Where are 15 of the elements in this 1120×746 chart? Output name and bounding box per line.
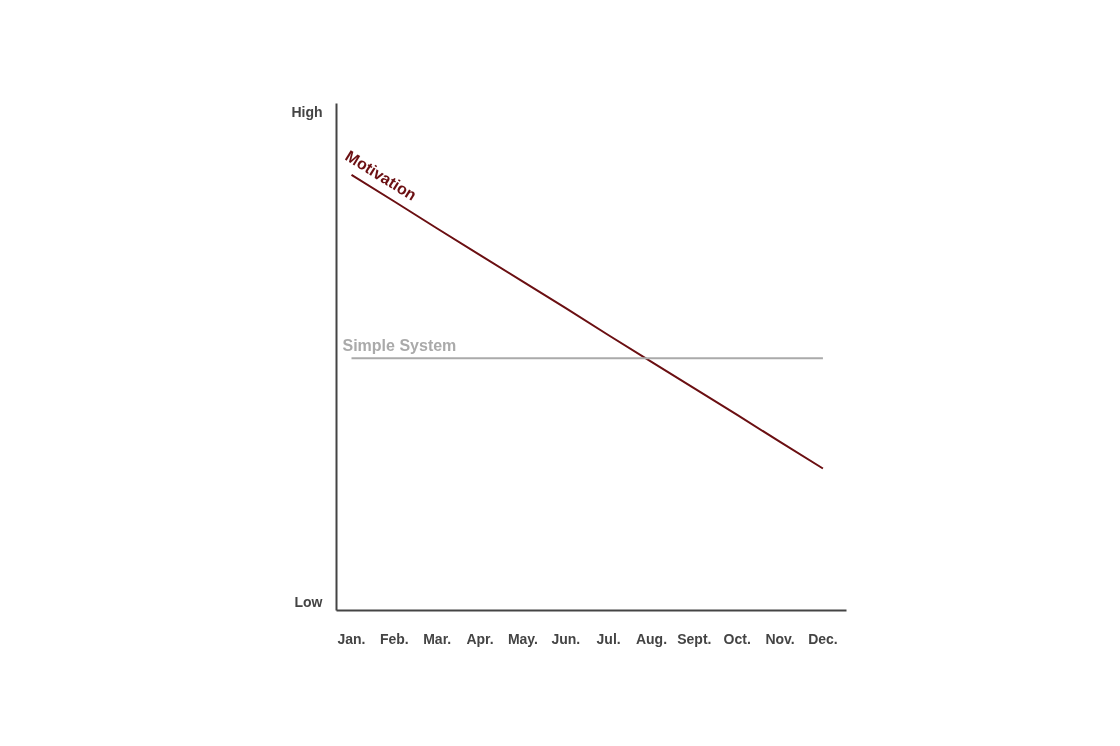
x-tick-label: Jul. <box>596 630 621 647</box>
text: Low <box>294 593 323 610</box>
x-tick-label: Jan. <box>337 630 366 647</box>
x-tick-label: May. <box>507 630 538 647</box>
x-tick-label: Mar. <box>423 630 452 647</box>
x-tick-label: Oct. <box>723 630 751 647</box>
x-tick-label: Jun. <box>551 630 581 647</box>
x-tick-label: Nov. <box>765 630 795 647</box>
x-tick-label: Dec. <box>808 630 838 647</box>
text: High <box>291 104 323 121</box>
x-tick-label: Feb. <box>379 630 409 647</box>
x-tick-label: Sept. <box>677 630 712 647</box>
series-label: Simple System <box>342 337 457 355</box>
x-tick-label: Aug. <box>635 630 668 647</box>
x-tick-label: Apr. <box>466 630 494 647</box>
